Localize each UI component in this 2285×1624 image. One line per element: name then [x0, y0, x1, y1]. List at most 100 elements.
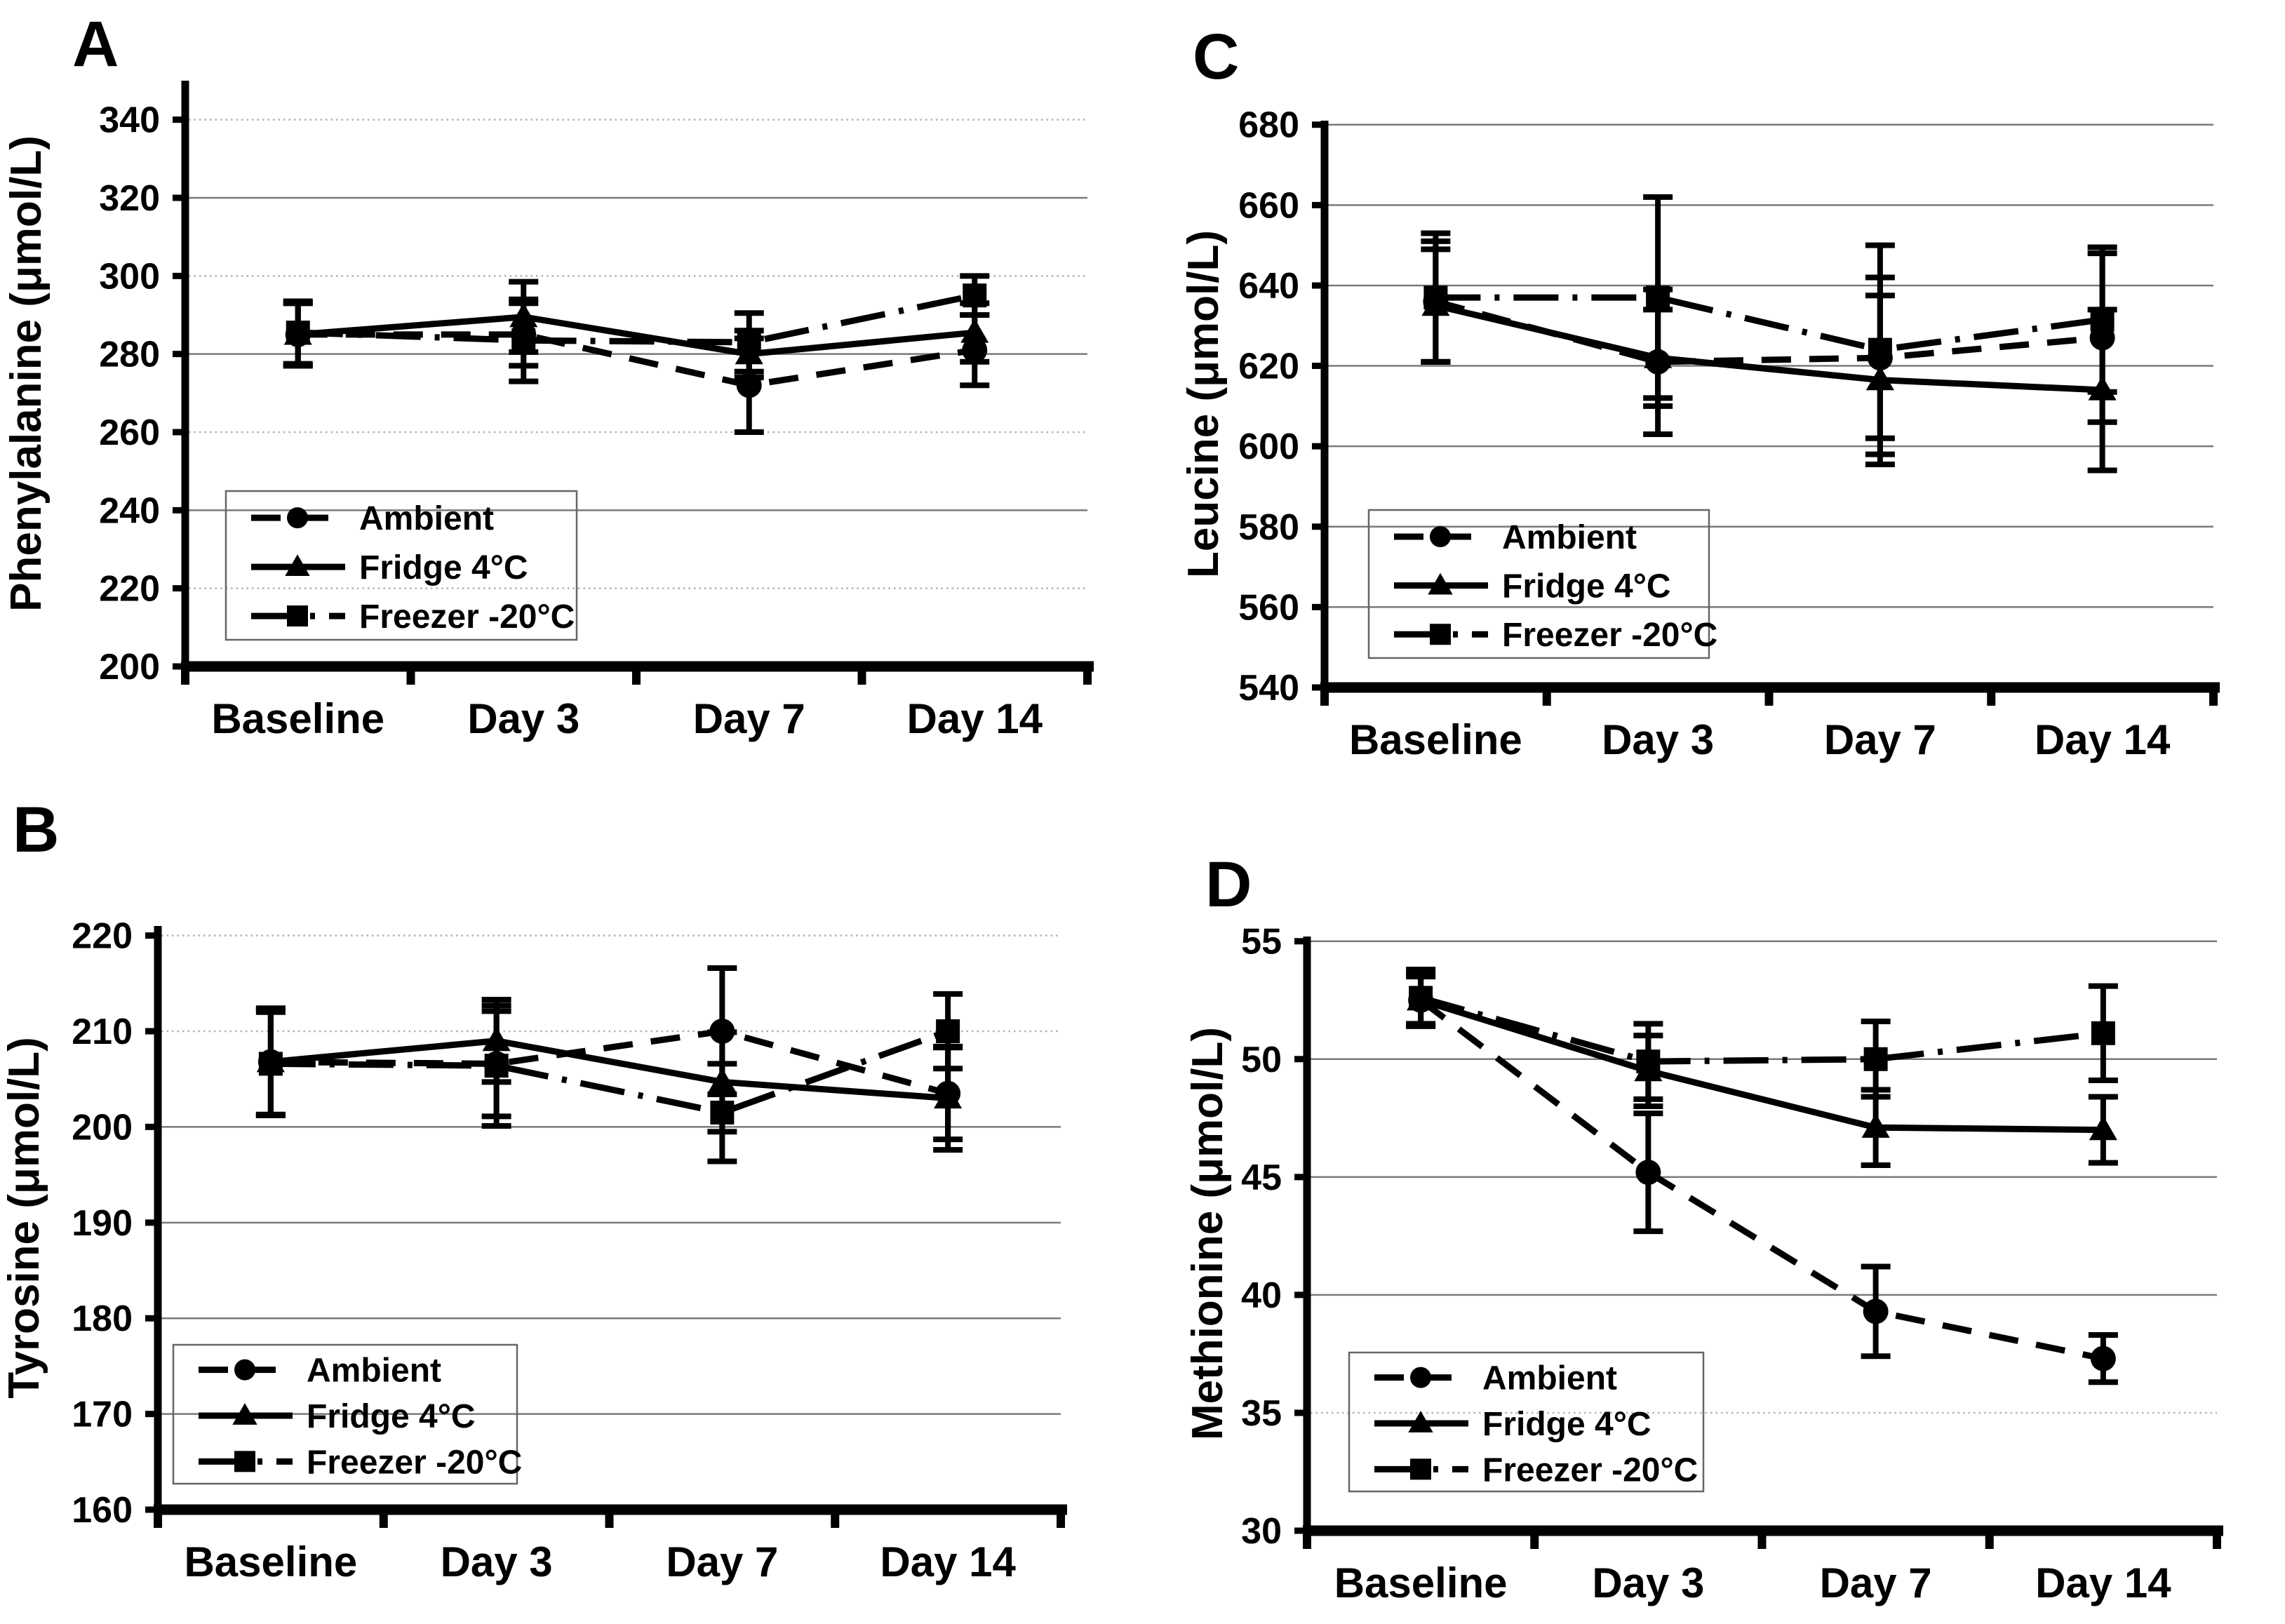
error-bars	[1406, 971, 2118, 1385]
x-category-label-day-7: Day 7	[1824, 716, 1936, 763]
y-tick-label-200: 200	[72, 1107, 133, 1148]
y-tick-label-640: 640	[1238, 266, 1299, 307]
y-tick-label-50: 50	[1241, 1040, 1282, 1080]
legend-box	[1348, 1351, 1705, 1493]
series-line-freezer-20-c	[1419, 995, 2104, 1065]
markers	[286, 283, 987, 354]
y-tick-label-320: 320	[99, 178, 160, 219]
series-freezer-20-c	[1421, 194, 2117, 457]
x-category-label-baseline: Baseline	[211, 695, 384, 742]
series-line-freezer-20-c	[270, 1028, 949, 1116]
legend-label-freezer-20-c: Freezer -20°C	[307, 1444, 522, 1481]
legend-label-ambient: Ambient	[359, 500, 494, 537]
marker-square	[286, 321, 310, 345]
legend-triangle-icon	[285, 554, 310, 577]
y-tick-label-540: 540	[1238, 668, 1299, 709]
y-tick-label-170: 170	[72, 1395, 133, 1435]
legend-item-fridge-4-c: Fridge 4°C	[199, 1398, 476, 1435]
y-tick-label-220: 220	[99, 569, 160, 610]
panel-D: Ambient Fridge 4°C Freezer -20°C 30 35 40 45 50…	[1184, 849, 2223, 1606]
y-tick-label-560: 560	[1238, 587, 1299, 628]
series-line-fridge-4-c	[1419, 997, 2103, 1134]
legend-label-ambient: Ambient	[1482, 1360, 1617, 1397]
marker-square	[1636, 1049, 1661, 1074]
y-tick-label-680: 680	[1238, 105, 1299, 146]
y-axis-title: Tyrosine (μmol/L)	[0, 1037, 48, 1399]
y-tick-label-160: 160	[72, 1490, 133, 1531]
y-tick-label-55: 55	[1241, 922, 1282, 962]
marker-square	[936, 1019, 960, 1044]
y-tick-label-180: 180	[72, 1298, 133, 1339]
marker-square	[484, 1054, 509, 1078]
panel-C: Ambient Fridge 4°C Freezer -20°C 540 560 580 6…	[1179, 21, 2220, 763]
error-bars	[1421, 238, 2117, 441]
legend-item-fridge-4-c: Fridge 4°C	[1394, 568, 1671, 605]
legend-circle-icon	[1430, 525, 1451, 547]
marker-square	[2090, 307, 2115, 332]
marker-square	[1423, 286, 1448, 310]
y-tick-label-30: 30	[1241, 1511, 1282, 1552]
marker-circle	[2090, 1345, 2116, 1371]
legend-label-fridge-4-c: Fridge 4°C	[1482, 1406, 1651, 1443]
y-tick-label-220: 220	[72, 916, 133, 957]
error-bars	[283, 300, 990, 435]
gridlines	[161, 934, 1061, 1415]
y-tick-label-660: 660	[1238, 185, 1299, 226]
y-axis-title: Phenylalanine (μmol/L)	[2, 135, 51, 612]
legend-triangle-icon	[232, 1403, 257, 1425]
y-tick-label-45: 45	[1241, 1157, 1282, 1198]
gridlines	[1311, 940, 2217, 1414]
legend-item-freezer-20-c: Freezer -20°C	[1394, 617, 1717, 654]
marker-triangle	[960, 318, 989, 343]
y-tick-label-260: 260	[99, 412, 160, 453]
y-tick-label-240: 240	[99, 490, 160, 531]
x-category-label-day-7: Day 7	[666, 1538, 778, 1585]
marker-triangle	[934, 1084, 963, 1109]
legend-item-ambient: Ambient	[199, 1353, 441, 1390]
marker-square	[258, 1052, 283, 1076]
legend-square-icon	[1430, 624, 1451, 645]
panel-letter-b: B	[13, 794, 59, 866]
markers	[1423, 286, 2115, 362]
legend-item-freezer-20-c: Freezer -20°C	[251, 598, 575, 636]
legend-circle-icon	[287, 507, 308, 529]
legend: Ambient Fridge 4°C Freezer -20°C	[172, 1343, 522, 1485]
legend-item-ambient: Ambient	[1394, 519, 1637, 556]
legend-square-icon	[1410, 1458, 1431, 1480]
x-category-label-day-3: Day 3	[441, 1538, 553, 1585]
y-tick-label-580: 580	[1238, 507, 1299, 548]
series-line-fridge-4-c	[1435, 302, 2103, 394]
marker-square	[737, 330, 761, 354]
legend-item-freezer-20-c: Freezer -20°C	[1374, 1451, 1698, 1489]
series-line-freezer-20-c	[1435, 294, 2103, 354]
y-tick-label-300: 300	[99, 256, 160, 297]
legend-label-freezer-20-c: Freezer -20°C	[1482, 1451, 1698, 1489]
legend-triangle-icon	[1408, 1411, 1433, 1432]
error-bars	[255, 991, 963, 1165]
legend: Ambient Fridge 4°C Freezer -20°C	[1367, 509, 1717, 659]
x-category-label-day-3: Day 3	[1602, 716, 1714, 763]
y-tick-label-340: 340	[99, 100, 160, 141]
y-axis-title: Methionine (μmol/L)	[1184, 1027, 1232, 1440]
x-category-label-day-14: Day 14	[2035, 1559, 2171, 1606]
legend-item-freezer-20-c: Freezer -20°C	[199, 1444, 522, 1481]
x-category-label-baseline: Baseline	[1334, 1559, 1508, 1606]
marker-square	[1646, 286, 1670, 310]
x-category-label-baseline: Baseline	[184, 1538, 357, 1585]
marker-circle	[1635, 1160, 1661, 1186]
legend-label-ambient: Ambient	[307, 1353, 441, 1390]
y-tick-label-200: 200	[99, 647, 160, 687]
marker-triangle	[1861, 1113, 1890, 1138]
series-ambient	[1406, 971, 2118, 1385]
marker-square	[963, 283, 987, 308]
marker-square	[1409, 986, 1433, 1010]
markers	[1408, 987, 2116, 1371]
series-freezer-20-c	[283, 273, 990, 384]
series-ambient	[1421, 238, 2117, 441]
x-category-label-day-3: Day 3	[1592, 1559, 1704, 1606]
x-category-label-baseline: Baseline	[1349, 716, 1522, 763]
marker-circle	[1863, 1298, 1889, 1324]
marker-square	[511, 328, 536, 353]
